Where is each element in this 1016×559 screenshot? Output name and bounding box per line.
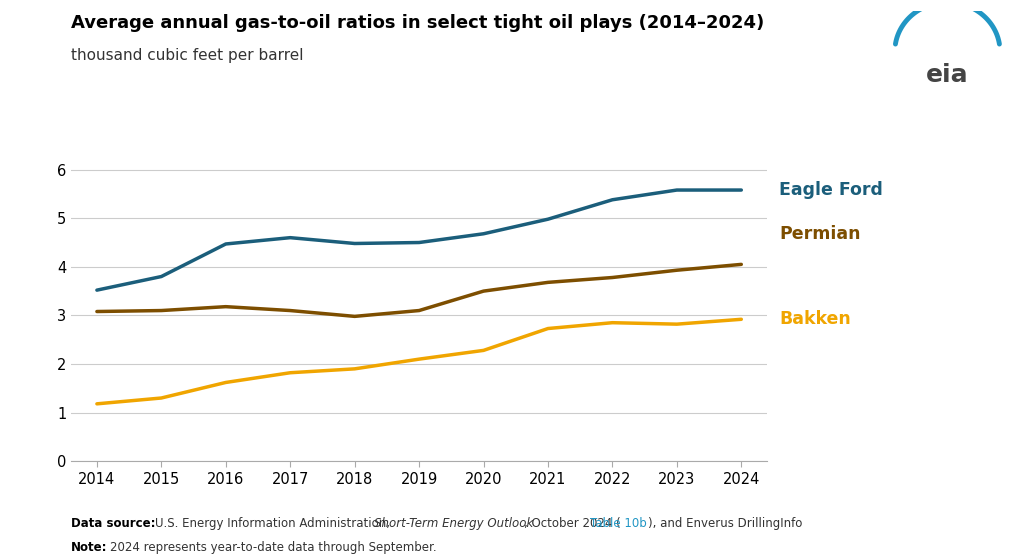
Text: eia: eia (927, 63, 968, 87)
Text: Bakken: Bakken (779, 310, 851, 328)
Text: Data source:: Data source: (71, 517, 155, 530)
Text: Average annual gas-to-oil ratios in select tight oil plays (2014–2024): Average annual gas-to-oil ratios in sele… (71, 14, 764, 32)
Text: thousand cubic feet per barrel: thousand cubic feet per barrel (71, 48, 304, 63)
Text: ), and Enverus DrillingInfo: ), and Enverus DrillingInfo (648, 517, 803, 530)
Text: Eagle Ford: Eagle Ford (779, 181, 883, 199)
Text: Permian: Permian (779, 225, 861, 243)
Text: , October 2024 (: , October 2024 ( (524, 517, 621, 530)
Text: Short-Term Energy Outlook: Short-Term Energy Outlook (374, 517, 533, 530)
Text: Table 10b: Table 10b (590, 517, 647, 530)
Text: 2024 represents year-to-date data through September.: 2024 represents year-to-date data throug… (110, 541, 436, 553)
Text: U.S. Energy Information Administration,: U.S. Energy Information Administration, (155, 517, 394, 530)
Text: Note:: Note: (71, 541, 108, 553)
